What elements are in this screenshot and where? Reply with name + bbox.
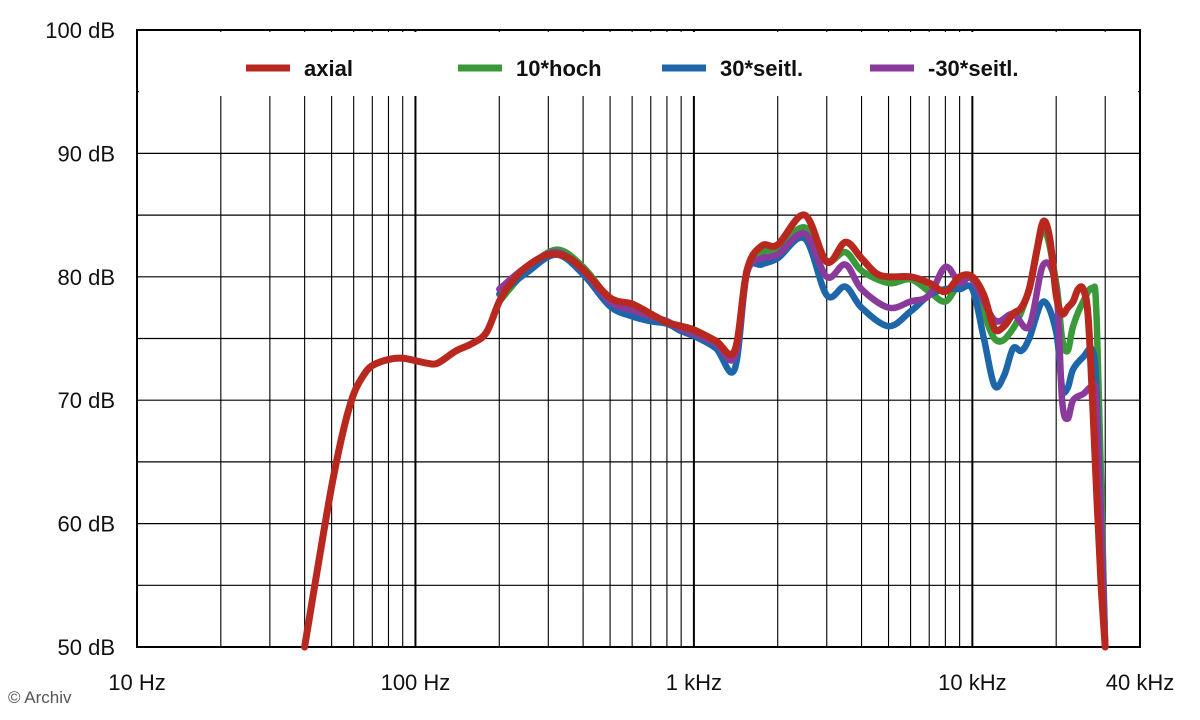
legend-label-30-seitl: 30*seitl.: [720, 56, 803, 81]
x-axis-tick-labels: 10 Hz 100 Hz 1 kHz 10 kHz 40 kHz: [108, 670, 1174, 695]
legend: axial 10*hoch 30*seitl. -30*seitl.: [139, 32, 1138, 96]
legend-label-30-seitl: -30*seitl.: [928, 56, 1019, 81]
x-tick-label: 40 kHz: [1106, 670, 1174, 695]
series-group: [301, 211, 1109, 651]
legend-label-axial: axial: [304, 56, 353, 81]
series-line-axial: [301, 211, 1109, 651]
grid: [136, 29, 1141, 648]
y-tick-label: 100 dB: [45, 18, 115, 43]
legend-background: [139, 32, 1138, 96]
y-tick-label: 60 dB: [58, 512, 116, 537]
y-tick-label: 70 dB: [58, 388, 116, 413]
x-tick-label: 1 kHz: [666, 670, 722, 695]
y-tick-label: 50 dB: [58, 635, 116, 660]
x-tick-label: 10 kHz: [938, 670, 1006, 695]
y-tick-label: 80 dB: [58, 265, 116, 290]
x-tick-label: 10 Hz: [108, 670, 165, 695]
plot-frame: [136, 29, 1141, 648]
series-line-10-hoch: [496, 224, 1109, 651]
y-axis-tick-labels: 50 dB 60 dB 70 dB 80 dB 90 dB 100 dB: [45, 18, 115, 660]
y-tick-label: 90 dB: [58, 141, 116, 166]
x-tick-label: 100 Hz: [381, 670, 451, 695]
legend-label-10-hoch: 10*hoch: [516, 56, 602, 81]
copyright-notice: © Archiv: [8, 688, 72, 707]
